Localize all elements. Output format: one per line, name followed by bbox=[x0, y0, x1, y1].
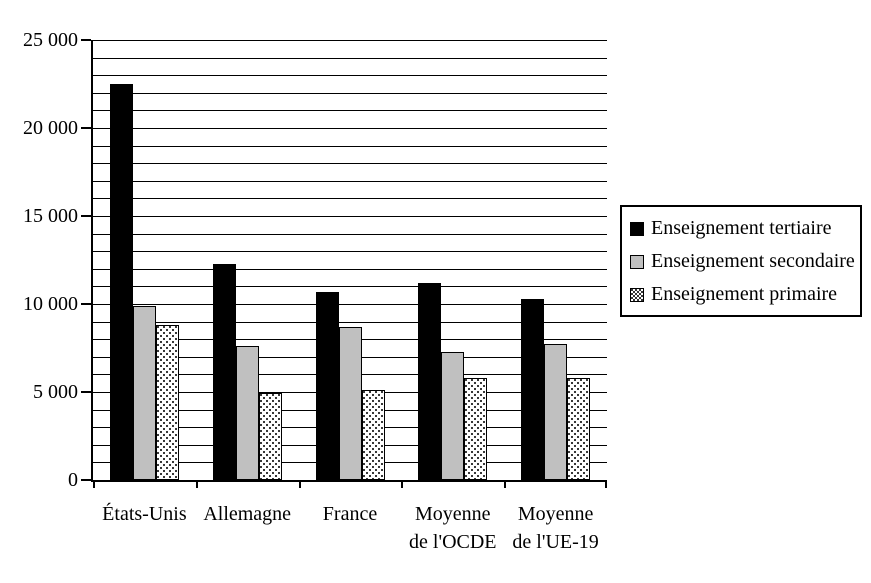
bar-primaire bbox=[567, 377, 591, 480]
bar-tertiaire bbox=[212, 263, 236, 480]
x-axis-label-line: Moyenne bbox=[415, 503, 491, 525]
y-axis-tick bbox=[81, 479, 91, 481]
y-axis-tick bbox=[81, 39, 91, 41]
gridline bbox=[93, 251, 607, 253]
legend-swatch-secondaire bbox=[630, 254, 644, 269]
legend-item: Enseignement secondaire bbox=[622, 245, 860, 278]
legend-item: Enseignement primaire bbox=[622, 278, 860, 311]
x-axis-tick bbox=[93, 480, 95, 488]
y-axis-tick bbox=[81, 303, 91, 305]
bar-primaire bbox=[258, 392, 282, 480]
x-axis-tick bbox=[504, 480, 507, 488]
x-axis-label-line: Moyenne bbox=[517, 503, 594, 525]
gridline bbox=[93, 198, 607, 200]
gridline bbox=[93, 57, 607, 59]
gridline bbox=[93, 268, 607, 270]
bar-secondaire bbox=[338, 326, 362, 480]
bar-tertiaire bbox=[315, 291, 339, 480]
bar-primaire bbox=[361, 390, 385, 480]
bar-tertiaire bbox=[110, 84, 133, 480]
legend-label: Enseignement tertiaire bbox=[651, 217, 832, 239]
x-axis-category-label: États-Unis bbox=[69, 500, 219, 528]
gridline bbox=[93, 286, 607, 288]
x-axis-label-line: Allemagne bbox=[203, 503, 292, 525]
gridline bbox=[93, 163, 607, 165]
x-axis-tick bbox=[298, 480, 301, 488]
bar-tertiaire bbox=[418, 282, 442, 480]
x-axis-label-line: États-Unis bbox=[102, 503, 187, 525]
gridline bbox=[93, 40, 607, 41]
bar-primaire bbox=[156, 325, 179, 480]
bar-secondaire bbox=[441, 351, 465, 480]
x-axis-category-label: Allemagne bbox=[172, 500, 322, 528]
gridline bbox=[93, 110, 607, 112]
legend-label: Enseignement secondaire bbox=[651, 250, 855, 272]
x-axis-label-line: de l'UE-19 bbox=[512, 531, 599, 553]
bar-tertiaire bbox=[521, 298, 545, 480]
gridline bbox=[93, 304, 607, 305]
bar-secondaire bbox=[133, 305, 156, 480]
legend-swatch-tertiaire bbox=[630, 221, 644, 236]
y-axis-label: 25 000 bbox=[23, 29, 78, 51]
y-axis-tick bbox=[81, 127, 91, 129]
legend-label: Enseignement primaire bbox=[651, 283, 838, 305]
gridline bbox=[93, 145, 607, 147]
y-axis-tick bbox=[81, 215, 91, 217]
x-axis-tick bbox=[195, 480, 198, 488]
gridline bbox=[93, 75, 607, 77]
gridline bbox=[93, 128, 607, 129]
y-axis-label: 5 000 bbox=[33, 381, 78, 403]
y-axis-tick bbox=[81, 391, 91, 393]
y-axis-label: 0 bbox=[68, 469, 78, 491]
gridline bbox=[93, 321, 607, 323]
y-axis-label: 10 000 bbox=[23, 293, 78, 315]
x-axis-category-label: France bbox=[275, 500, 425, 528]
gridline bbox=[93, 216, 607, 217]
y-axis-label: 15 000 bbox=[23, 205, 78, 227]
bar-secondaire bbox=[544, 344, 568, 480]
plot-area bbox=[91, 40, 607, 488]
bar-secondaire bbox=[235, 346, 259, 480]
x-axis-tick bbox=[605, 480, 607, 488]
gridline bbox=[93, 92, 607, 94]
y-axis-label: 20 000 bbox=[23, 117, 78, 139]
gridline bbox=[93, 180, 607, 182]
x-axis-category-label: Moyenne de l'OCDE bbox=[378, 500, 528, 556]
legend-item: Enseignement tertiaire bbox=[622, 212, 860, 245]
gridline bbox=[93, 233, 607, 235]
x-axis-category-label: Moyenne de l'UE-19 bbox=[481, 500, 631, 556]
x-axis-tick bbox=[401, 480, 404, 488]
bar-primaire bbox=[464, 377, 488, 480]
x-axis-label-line: France bbox=[322, 503, 378, 525]
legend: Enseignement tertiaire Enseignement secon… bbox=[620, 205, 862, 317]
x-axis-label-line: de l'OCDE bbox=[409, 531, 497, 553]
legend-swatch-primaire bbox=[630, 287, 644, 302]
